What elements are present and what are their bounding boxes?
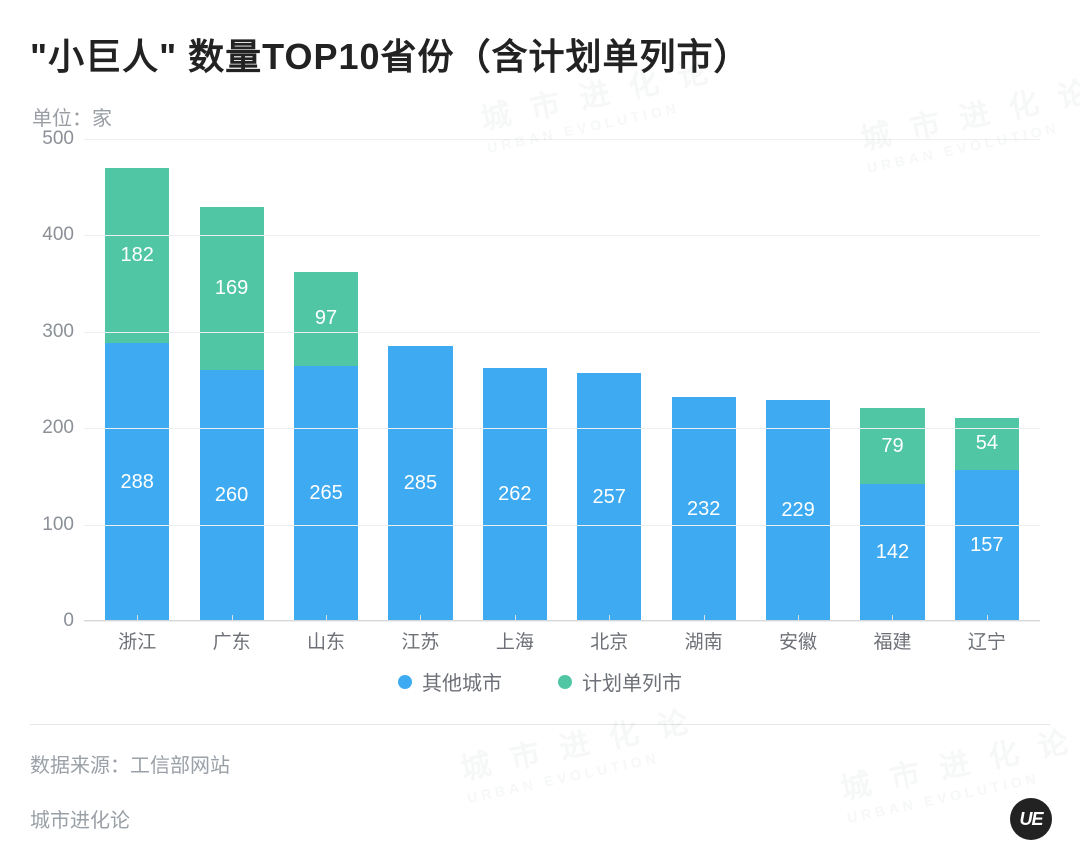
x-tick-label: 山东 [279, 621, 373, 659]
x-tick-label: 辽宁 [940, 621, 1034, 659]
bar: 262 [483, 139, 547, 621]
bar: 285 [388, 139, 452, 621]
brand-name: 城市进化论 [30, 804, 1050, 833]
x-tick-label: 福建 [845, 621, 939, 659]
legend-item-other: 其他城市 [398, 667, 502, 696]
ue-badge-icon: UE [1010, 798, 1052, 840]
bar: 97265 [294, 139, 358, 621]
bar-segment: 232 [672, 397, 736, 621]
bar-slot: 169260 [184, 139, 278, 621]
bar-segment: 257 [577, 373, 641, 621]
bar-slot: 262 [468, 139, 562, 621]
bar-slot: 54157 [940, 139, 1034, 621]
legend-item-plan: 计划单列市 [558, 667, 682, 696]
x-tick [326, 615, 327, 621]
bar-segment: 182 [105, 168, 169, 343]
legend-swatch-other [398, 675, 412, 689]
bar-segment: 54 [955, 418, 1019, 470]
bar-slot: 79142 [845, 139, 939, 621]
bar: 257 [577, 139, 641, 621]
x-tick [137, 615, 138, 621]
data-source: 数据来源：工信部网站 [30, 749, 1050, 778]
bar-segment: 142 [860, 484, 924, 621]
y-tick-label: 500 [30, 128, 74, 150]
bar-slot: 285 [373, 139, 467, 621]
chart-area: 1822881692609726528526225723222979142541… [84, 139, 1040, 659]
x-tick-label: 湖南 [656, 621, 750, 659]
bar-segment: 97 [294, 272, 358, 366]
bar-segment: 260 [200, 370, 264, 621]
bar-segment: 262 [483, 368, 547, 621]
chart-title: "小巨人" 数量TOP10省份（含计划单列市） [30, 28, 1050, 80]
bar-segment: 229 [766, 400, 830, 621]
x-tick-label: 上海 [468, 621, 562, 659]
y-tick-label: 200 [30, 417, 74, 439]
bar: 182288 [105, 139, 169, 621]
x-tick-label: 北京 [562, 621, 656, 659]
legend-label-plan: 计划单列市 [582, 667, 682, 696]
x-tick [892, 615, 893, 621]
legend: 其他城市 计划单列市 [30, 667, 1050, 696]
bar-segment: 265 [294, 366, 358, 621]
bar-slot: 232 [656, 139, 750, 621]
x-tick [515, 615, 516, 621]
bar-segment: 288 [105, 343, 169, 621]
x-tick [798, 615, 799, 621]
grid-line [84, 428, 1040, 429]
bar-segment: 157 [955, 470, 1019, 621]
x-tick [704, 615, 705, 621]
grid-line [84, 139, 1040, 140]
bar: 232 [672, 139, 736, 621]
bar-slot: 257 [562, 139, 656, 621]
y-tick-label: 0 [30, 610, 74, 632]
bar: 54157 [955, 139, 1019, 621]
x-tick [609, 615, 610, 621]
y-tick-label: 100 [30, 514, 74, 536]
bar-segment: 285 [388, 346, 452, 621]
bar: 229 [766, 139, 830, 621]
grid-line [84, 332, 1040, 333]
y-tick-label: 300 [30, 321, 74, 343]
legend-label-other: 其他城市 [422, 667, 502, 696]
bar-segment: 79 [860, 408, 924, 484]
x-tick-label: 广东 [184, 621, 278, 659]
y-tick-label: 400 [30, 224, 74, 246]
x-axis: 浙江广东山东江苏上海北京湖南安徽福建辽宁 [84, 621, 1040, 659]
x-tick [232, 615, 233, 621]
bar-slot: 182288 [90, 139, 184, 621]
bar-slot: 229 [751, 139, 845, 621]
bar: 169260 [200, 139, 264, 621]
grid-line [84, 235, 1040, 236]
x-tick [987, 615, 988, 621]
bar-slot: 97265 [279, 139, 373, 621]
legend-swatch-plan [558, 675, 572, 689]
grid-line [84, 525, 1040, 526]
x-tick-label: 浙江 [90, 621, 184, 659]
plot-region: 1822881692609726528526225723222979142541… [84, 139, 1040, 621]
bar: 79142 [860, 139, 924, 621]
bar-segment: 169 [200, 207, 264, 370]
x-tick-label: 安徽 [751, 621, 845, 659]
x-tick-label: 江苏 [373, 621, 467, 659]
x-tick [420, 615, 421, 621]
unit-label: 单位：家 [32, 102, 1050, 131]
bars-container: 1822881692609726528526225723222979142541… [84, 139, 1040, 621]
